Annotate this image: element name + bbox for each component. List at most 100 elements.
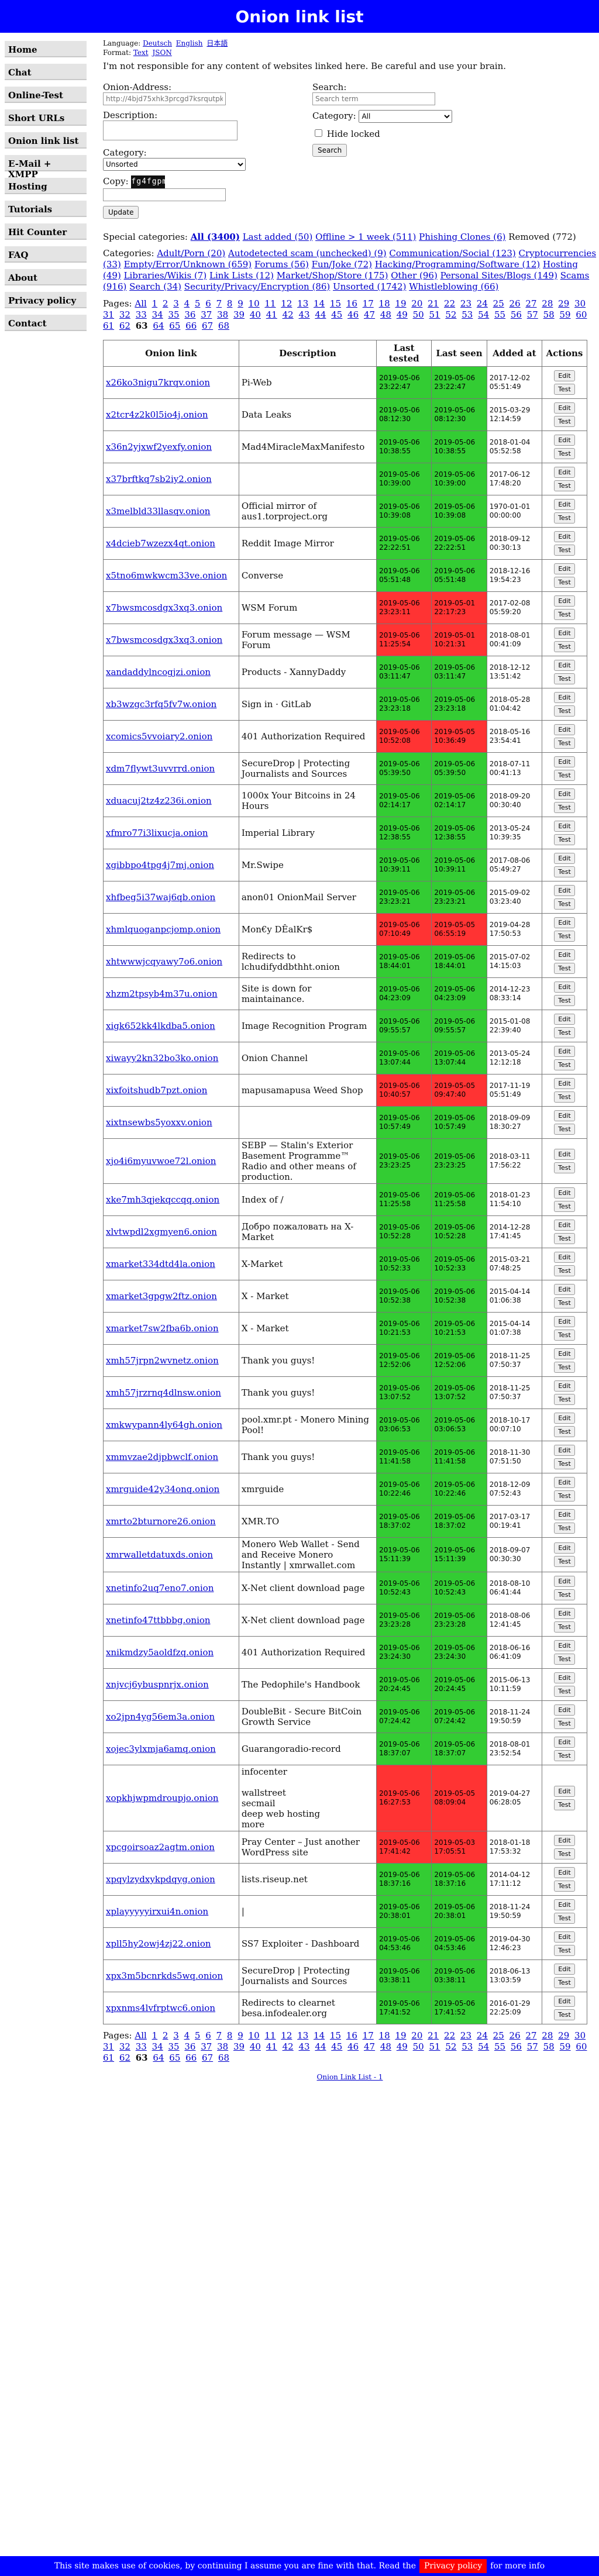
page-link[interactable]: 30	[574, 298, 586, 309]
page-link[interactable]: 51	[429, 309, 440, 320]
update-button[interactable]: Update	[103, 206, 139, 219]
page-link[interactable]: 1	[152, 298, 158, 309]
edit-button[interactable]: Edit	[554, 370, 575, 381]
page-link[interactable]: 57	[526, 309, 538, 320]
onion-link[interactable]: x4dcieb7wzezx4qt.onion	[106, 538, 215, 549]
hide-locked-toggle[interactable]: Hide locked	[312, 129, 380, 139]
test-button[interactable]: Test	[554, 512, 575, 524]
page-link[interactable]: 33	[135, 309, 147, 320]
page-link[interactable]: 2	[162, 2030, 168, 2041]
onion-link[interactable]: x37brftkq7sb2iy2.onion	[106, 474, 212, 484]
test-button[interactable]: Test	[554, 384, 575, 395]
edit-button[interactable]: Edit	[554, 1149, 575, 1160]
category-link[interactable]: Unsorted (1742)	[333, 281, 407, 292]
onion-link[interactable]: xmrto2bturnore26.onion	[106, 1516, 216, 1527]
edit-button[interactable]: Edit	[554, 435, 575, 446]
edit-button[interactable]: Edit	[554, 1477, 575, 1488]
edit-button[interactable]: Edit	[554, 1316, 575, 1327]
page-link[interactable]: 12	[281, 298, 292, 309]
page-link[interactable]: 8	[226, 2030, 233, 2041]
page-link[interactable]: 3	[173, 2030, 179, 2041]
test-button[interactable]: Test	[554, 1881, 575, 1892]
category-link[interactable]: Cryptocurrencies (33)	[103, 248, 597, 270]
page-link[interactable]: 53	[462, 2041, 473, 2052]
page-link[interactable]: 60	[576, 309, 587, 320]
category-link[interactable]: Autodetected scam (unchecked) (9)	[228, 248, 387, 259]
sidebar-item-contact[interactable]: Contact	[5, 315, 87, 331]
onion-link[interactable]: xpll5hy2owj4zj22.onion	[106, 1938, 211, 1949]
onion-link[interactable]: xnikmdzy5aoldfzq.onion	[106, 1647, 214, 1658]
onion-link[interactable]: xmh57jrpn2wvnetz.onion	[106, 1355, 219, 1366]
onion-link[interactable]: xdm7flywt3uvvrrd.onion	[106, 763, 215, 774]
page-link[interactable]: 48	[380, 2041, 391, 2052]
page-link[interactable]: 36	[184, 2041, 196, 2052]
category-link[interactable]: Hosting (49)	[103, 259, 578, 281]
page-link[interactable]: 51	[429, 2041, 440, 2052]
test-button[interactable]: Test	[554, 1297, 575, 1308]
special-all-link[interactable]: All (3400)	[190, 232, 240, 242]
onion-link[interactable]: xb3wzgc3rfq5fv7w.onion	[106, 699, 217, 710]
test-button[interactable]: Test	[554, 1162, 575, 1173]
sidebar-item-hit-counter[interactable]: Hit Counter	[5, 223, 87, 240]
page-link[interactable]: 16	[346, 2030, 357, 2041]
edit-button[interactable]: Edit	[554, 982, 575, 993]
edit-button[interactable]: Edit	[554, 531, 575, 542]
page-link[interactable]: 54	[478, 2041, 490, 2052]
test-button[interactable]: Test	[554, 1233, 575, 1244]
onion-link[interactable]: x5tno6mwkwcm33ve.onion	[106, 570, 228, 581]
page-link[interactable]: 13	[297, 298, 309, 309]
test-button[interactable]: Test	[554, 1059, 575, 1070]
page-link[interactable]: 31	[103, 2041, 115, 2052]
page-link[interactable]: 9	[237, 2030, 243, 2041]
page-link[interactable]: 38	[217, 309, 229, 320]
test-button[interactable]: Test	[554, 641, 575, 652]
edit-button[interactable]: Edit	[554, 1608, 575, 1619]
page-link[interactable]: 67	[202, 2052, 214, 2063]
edit-button[interactable]: Edit	[554, 1704, 575, 1716]
sidebar-item-hosting[interactable]: Hosting	[5, 178, 87, 194]
edit-button[interactable]: Edit	[554, 1835, 575, 1846]
edit-button[interactable]: Edit	[554, 1509, 575, 1520]
onion-link[interactable]: xmmvzae2djpbwclf.onion	[106, 1452, 219, 1462]
search-button[interactable]: Search	[312, 144, 347, 157]
page-link[interactable]: 35	[168, 309, 180, 320]
page-link[interactable]: 43	[298, 309, 310, 320]
category-link[interactable]: Market/Shop/Store (175)	[276, 270, 388, 281]
edit-button[interactable]: Edit	[554, 467, 575, 478]
onion-link[interactable]: xmrwalletdatuxds.onion	[106, 1549, 214, 1560]
page-all-link[interactable]: All	[135, 2030, 147, 2041]
page-link[interactable]: 19	[395, 298, 407, 309]
category-link[interactable]: Libraries/Wikis (7)	[123, 270, 207, 281]
test-button[interactable]: Test	[554, 866, 575, 877]
page-link[interactable]: 21	[428, 2030, 439, 2041]
category-link[interactable]: Link Lists (12)	[209, 270, 274, 281]
page-link[interactable]: 52	[445, 2041, 457, 2052]
format-option[interactable]: JSON	[152, 49, 172, 57]
page-link[interactable]: 40	[249, 2041, 261, 2052]
onion-link[interactable]: xmarket334dtd4la.onion	[106, 1259, 215, 1269]
page-link[interactable]: 50	[412, 2041, 424, 2052]
page-link[interactable]: 28	[542, 298, 553, 309]
page-link[interactable]: 32	[119, 309, 130, 320]
page-link[interactable]: 37	[201, 309, 212, 320]
page-link[interactable]: 18	[378, 2030, 390, 2041]
page-link[interactable]: 17	[362, 2030, 374, 2041]
special-phishing-link[interactable]: Phishing Clones (6)	[419, 232, 506, 242]
edit-button[interactable]: Edit	[554, 1252, 575, 1263]
page-link[interactable]: 45	[331, 309, 343, 320]
special-last-added-link[interactable]: Last added (50)	[242, 232, 313, 242]
page-link[interactable]: 29	[558, 2030, 570, 2041]
page-link[interactable]: 29	[558, 298, 570, 309]
test-button[interactable]: Test	[554, 1458, 575, 1469]
sidebar-item-faq[interactable]: FAQ	[5, 246, 87, 263]
page-link[interactable]: 44	[315, 2041, 326, 2052]
edit-button[interactable]: Edit	[554, 1284, 575, 1295]
page-link[interactable]: 55	[494, 2041, 506, 2052]
page-link[interactable]: 2	[162, 298, 168, 309]
sidebar-item-chat[interactable]: Chat	[5, 64, 87, 80]
page-link[interactable]: 59	[559, 2041, 571, 2052]
test-button[interactable]: Test	[554, 1426, 575, 1437]
onion-link[interactable]: xhmlquoganpcjomp.onion	[106, 924, 221, 935]
test-button[interactable]: Test	[554, 1848, 575, 1859]
page-link[interactable]: 15	[329, 2030, 342, 2041]
